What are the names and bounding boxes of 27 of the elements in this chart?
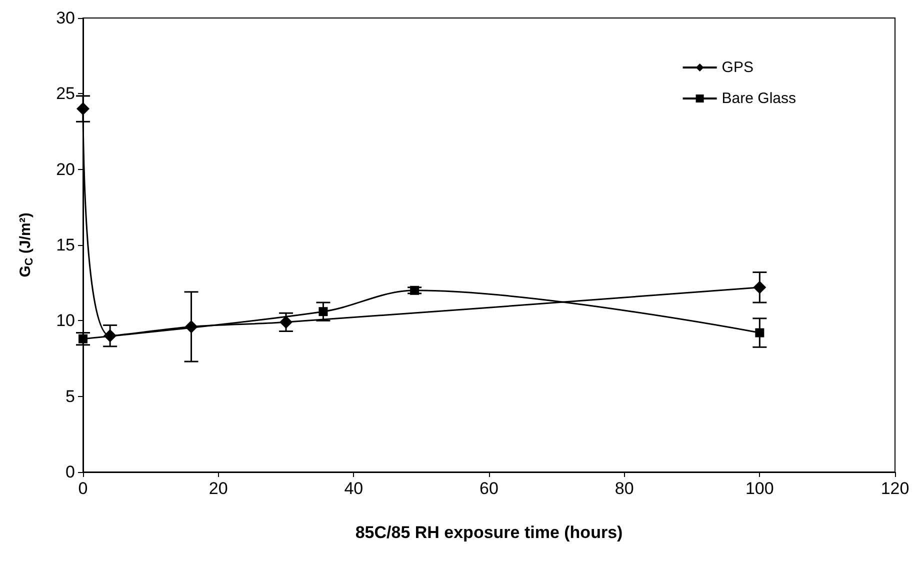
x-tick-label: 20	[208, 479, 228, 498]
point	[104, 329, 117, 342]
y-axis-title: GC (J/m²)	[17, 212, 36, 278]
y-tick-label: 15	[56, 236, 75, 254]
point	[184, 320, 198, 334]
point	[410, 286, 420, 295]
x-tick-label: 60	[480, 479, 498, 498]
x-tick-label: 120	[880, 479, 910, 498]
x-axis-title: 85C/85 RH exposure time (hours)	[355, 523, 623, 542]
x-tick-label: 0	[78, 479, 88, 498]
x-tick-label: 40	[344, 479, 364, 498]
point	[78, 334, 88, 344]
legend-label: GPS	[722, 59, 754, 76]
y-tick-label: 5	[66, 386, 75, 406]
point	[76, 102, 90, 116]
y-tick-label: 25	[56, 84, 75, 104]
y-tick-label: 20	[56, 160, 75, 179]
point	[755, 328, 764, 338]
y-tick-label: 10	[56, 311, 75, 330]
x-tick-label: 100	[745, 479, 774, 498]
y-tick-label: 0	[66, 462, 75, 482]
y-tick-label: 30	[56, 8, 75, 28]
legend-label: Bare Glass	[722, 90, 796, 107]
point	[318, 307, 328, 316]
point	[280, 316, 292, 329]
point	[753, 280, 766, 294]
x-tick-label: 80	[614, 479, 634, 498]
